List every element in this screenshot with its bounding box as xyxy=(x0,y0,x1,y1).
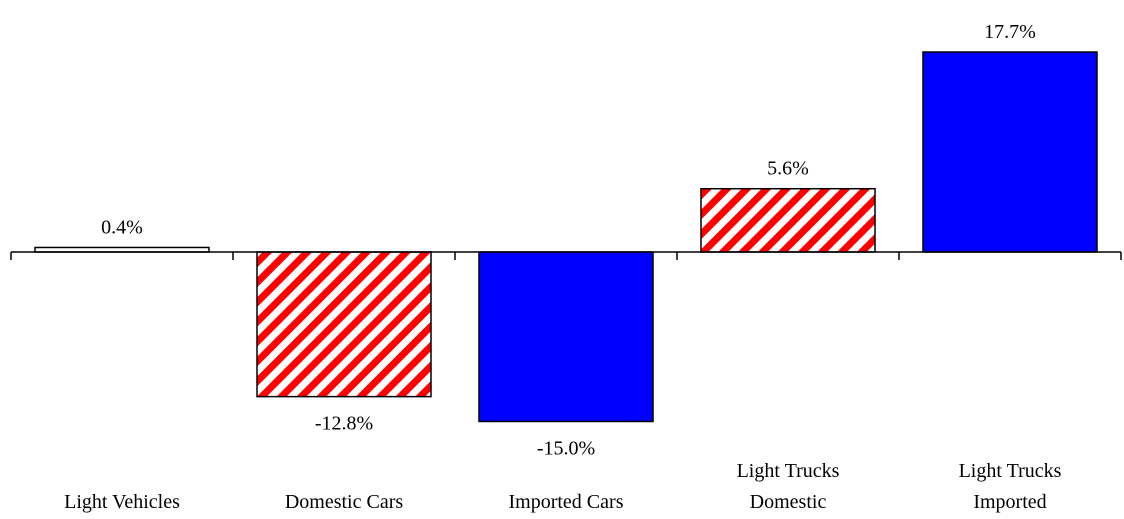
data-label: -12.8% xyxy=(315,413,373,435)
labels-layer: 0.4% Light Vehicles -12.8% Domestic Cars -15… xyxy=(64,21,1061,513)
category-label: Domestic Cars xyxy=(285,491,404,513)
bar-light-trucks-imported xyxy=(922,51,1098,253)
x-axis xyxy=(10,251,1122,260)
category-label: Light Vehicles xyxy=(64,491,180,513)
bar-domestic-cars xyxy=(256,251,432,398)
data-label: -15.0% xyxy=(537,437,595,459)
category-label: Imported xyxy=(973,491,1046,513)
bars-layer xyxy=(34,51,1098,423)
data-label: 17.7% xyxy=(984,21,1036,43)
category-label: Domestic xyxy=(750,491,827,513)
data-label: 5.6% xyxy=(767,158,809,180)
bar-light-trucks-domestic xyxy=(700,187,876,253)
category-label: Imported Cars xyxy=(509,491,624,513)
category-label: Light Trucks xyxy=(737,460,840,482)
bar-imported-cars xyxy=(478,251,654,423)
category-label: Light Trucks xyxy=(959,460,1062,482)
data-label: 0.4% xyxy=(101,216,143,238)
